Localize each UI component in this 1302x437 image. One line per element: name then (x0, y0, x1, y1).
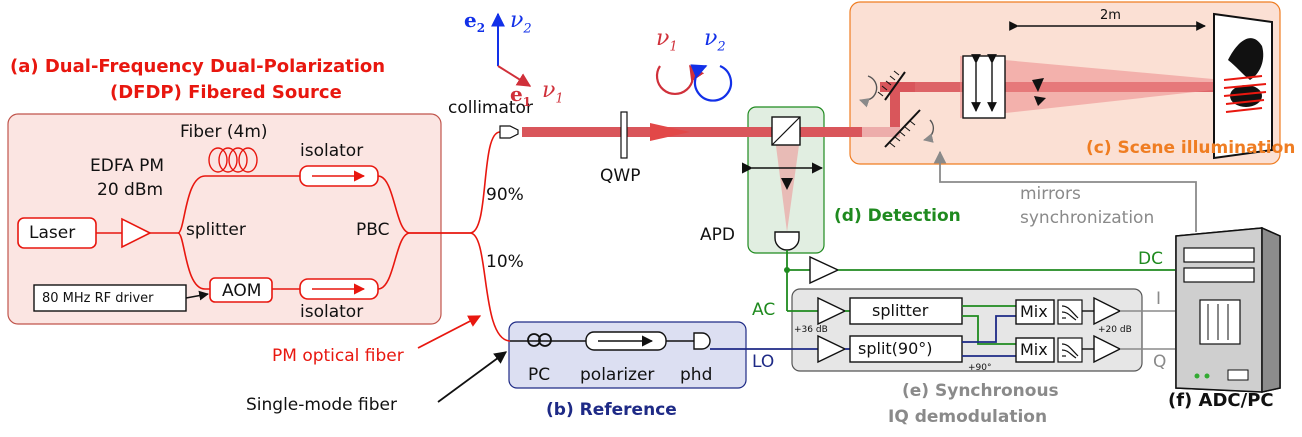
qwp-plate (620, 111, 628, 159)
i-amplifier (1093, 296, 1122, 326)
aom-label: AOM (222, 281, 262, 301)
filter-bottom (1057, 337, 1083, 363)
gain-out-label: +20 dB (1098, 325, 1132, 335)
nu2-symbol: ν (510, 8, 524, 33)
source-title-line2: (DFDP) Fibered Source (110, 82, 342, 103)
pct-90-label: 90% (486, 185, 524, 205)
mix-bottom-box (1015, 337, 1055, 363)
scan-mirror-left (877, 70, 906, 101)
nu2-subscript: 2 (523, 21, 532, 37)
lo-amplifier (817, 334, 847, 364)
apd-label: APD (700, 225, 735, 245)
mirrors-sync-arrow (933, 150, 1197, 232)
gain-in-label: +36 dB (794, 325, 828, 335)
e2-symbol: e (464, 8, 477, 32)
scene-target (1213, 12, 1273, 160)
q-label: Q (1153, 352, 1167, 372)
polarizer-label: polarizer (580, 365, 655, 385)
nu1-symbol: ν (542, 78, 556, 103)
circ-nu2-label: ν2 (704, 26, 726, 55)
mirrors-label-line1: mirrors (1020, 184, 1081, 204)
e1-symbol: e (510, 82, 523, 106)
fiber-label: Fiber (4m) (180, 122, 268, 142)
reference-title: (b) Reference (546, 400, 677, 420)
pbc-label: PBC (356, 220, 390, 240)
circ-nu1-label: ν1 (656, 26, 678, 55)
sm-fiber-pointer (437, 351, 508, 403)
scan-mirror-right (884, 109, 921, 148)
edfa-amplifier (121, 217, 152, 249)
i-label: I (1156, 289, 1162, 309)
e1-axis-arrow (497, 65, 532, 87)
e2-subscript: 2 (476, 21, 486, 35)
scene-title: (c) Scene illumination (1086, 138, 1296, 158)
sm-fiber-legend: Single-mode fiber (246, 395, 397, 415)
reference-panel (508, 321, 747, 389)
source-title-line1: (a) Dual-Frequency Dual-Polarization (10, 56, 386, 77)
pc-tower-icon (1175, 226, 1281, 393)
demod-panel (791, 288, 1143, 372)
circ-nu2-symbol: ν (704, 26, 718, 51)
apd-detector (774, 231, 800, 251)
filter-top (1057, 299, 1083, 325)
e2-label: e2 (464, 10, 485, 34)
mirrors-label-line2: synchronization (1020, 208, 1155, 228)
distance-label: 2m (1100, 8, 1121, 23)
pct-10-label: 10% (486, 252, 524, 272)
fiber-coil (208, 147, 258, 173)
collimator (499, 125, 519, 139)
circ-nu1-symbol: ν (656, 26, 670, 51)
isolator-bottom-label: isolator (300, 302, 364, 322)
mix-bottom-text: Mix (1020, 340, 1048, 359)
laser-label: Laser (29, 223, 76, 243)
splitter-box (849, 297, 963, 325)
collimator-label: collimator (448, 98, 533, 118)
qwp-label: QWP (600, 166, 641, 186)
pm-fiber-pointer (417, 315, 482, 349)
edfa-label-line2: 20 dBm (97, 180, 164, 200)
nu1-label: ν1 (542, 78, 564, 107)
phd-label: phd (680, 365, 713, 385)
split90-box (849, 335, 963, 363)
circ-nu2-arrow (690, 64, 733, 102)
nu2-label: ν2 (510, 8, 532, 37)
q-amplifier (1093, 334, 1122, 364)
beam-splitter-cube (771, 116, 801, 146)
pc-title: (f) ADC/PC (1168, 390, 1274, 411)
ac-amplifier (817, 296, 847, 326)
e1-label: e1 (510, 84, 531, 108)
split90-text: split(90°) (858, 339, 933, 358)
edfa-label-line1: EDFA PM (90, 156, 165, 176)
splitter-label: splitter (186, 220, 246, 240)
demod-title-line1: (e) Synchronous (902, 381, 1059, 401)
mix-top-text: Mix (1020, 302, 1048, 321)
mix-top-box (1015, 299, 1055, 325)
nu1-subscript: 1 (555, 91, 564, 107)
e1-subscript: 1 (522, 95, 532, 109)
polarization-controller (527, 333, 552, 347)
circ-nu2-subscript: 2 (717, 39, 726, 55)
lo-label: LO (752, 352, 775, 372)
ac-label: AC (752, 300, 776, 320)
splitter-text: splitter (872, 301, 929, 320)
detection-title: (d) Detection (834, 206, 961, 226)
circ-nu1-arrow (655, 64, 705, 96)
isolator-top-label: isolator (300, 141, 364, 161)
demod-title-line2: IQ demodulation (888, 407, 1048, 427)
dc-label: DC (1138, 249, 1163, 269)
dc-amplifier (809, 255, 840, 285)
cylindrical-lens (962, 55, 1006, 119)
phase-label: +90° (968, 363, 992, 373)
circ-nu1-subscript: 1 (669, 39, 678, 55)
pc-label: PC (528, 365, 551, 385)
aom-box (209, 277, 273, 303)
phd-detector (693, 332, 711, 350)
rf-driver-label: 80 MHz RF driver (42, 291, 154, 306)
pm-fiber-legend: PM optical fiber (272, 346, 404, 366)
